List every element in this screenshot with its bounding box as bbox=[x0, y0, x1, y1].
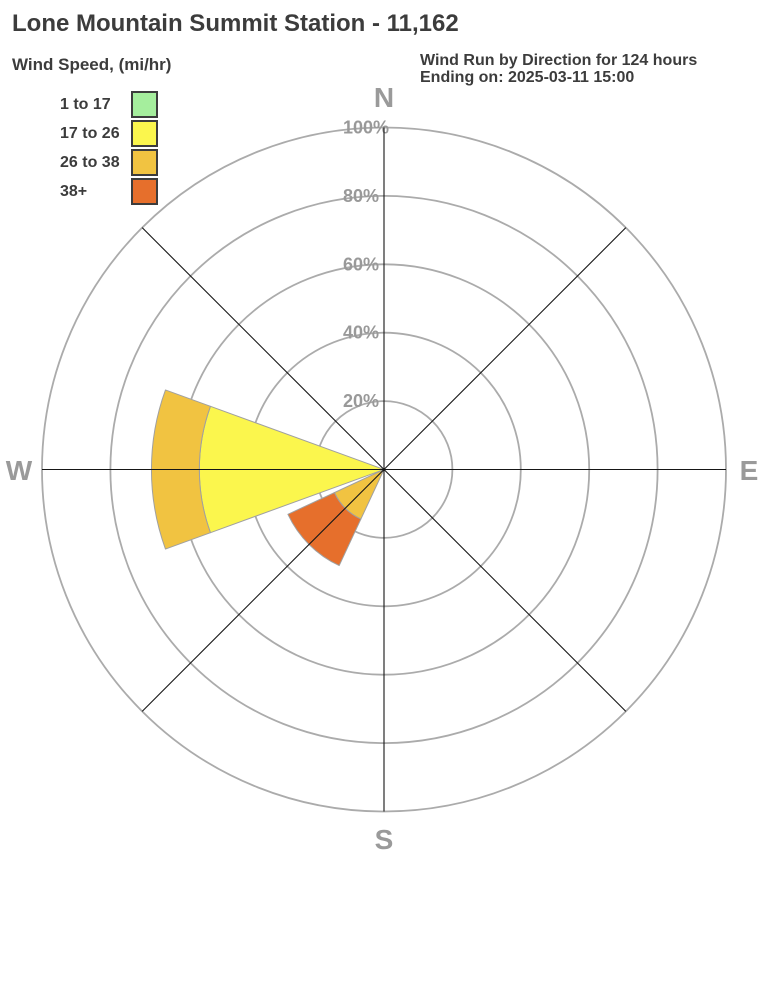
legend-item-label: 17 to 26 bbox=[60, 125, 120, 142]
legend-item-label: 38+ bbox=[60, 183, 88, 200]
compass-label-s: S bbox=[375, 824, 394, 855]
legend-color-swatch bbox=[131, 149, 158, 176]
ring-label-20: 20% bbox=[343, 391, 379, 411]
legend-color-swatch bbox=[131, 91, 158, 118]
legend-item-label: 1 to 17 bbox=[60, 96, 111, 113]
ring-label-60: 60% bbox=[343, 254, 379, 274]
legend-color-swatch bbox=[131, 178, 158, 205]
subtitle-line-1: Wind Run by Direction for 124 hours bbox=[420, 52, 698, 69]
legend-color-swatch bbox=[131, 120, 158, 147]
page-title: Lone Mountain Summit Station - 11,162 bbox=[12, 10, 459, 37]
legend-item: 26 to 38 bbox=[0, 149, 200, 176]
legend-heading: Wind Speed, (mi/hr) bbox=[12, 55, 172, 74]
compass-label-n: N bbox=[374, 82, 394, 113]
ring-label-80: 80% bbox=[343, 186, 379, 206]
ring-label-40: 40% bbox=[343, 323, 379, 343]
compass-label-w: W bbox=[6, 455, 33, 486]
chart-subtitle: Wind Run by Direction for 124 hours Endi… bbox=[420, 52, 697, 86]
spoke-line bbox=[141, 227, 627, 712]
legend-item-label: 26 to 38 bbox=[60, 154, 120, 171]
legend-item: 38+ bbox=[0, 178, 200, 205]
compass-label-e: E bbox=[740, 455, 759, 486]
legend-item: 17 to 26 bbox=[0, 120, 200, 147]
legend-item: 1 to 17 bbox=[0, 91, 200, 118]
ring-label-100: 100% bbox=[343, 118, 389, 138]
subtitle-line-2: Ending on: 2025-03-11 15:00 bbox=[420, 69, 635, 86]
